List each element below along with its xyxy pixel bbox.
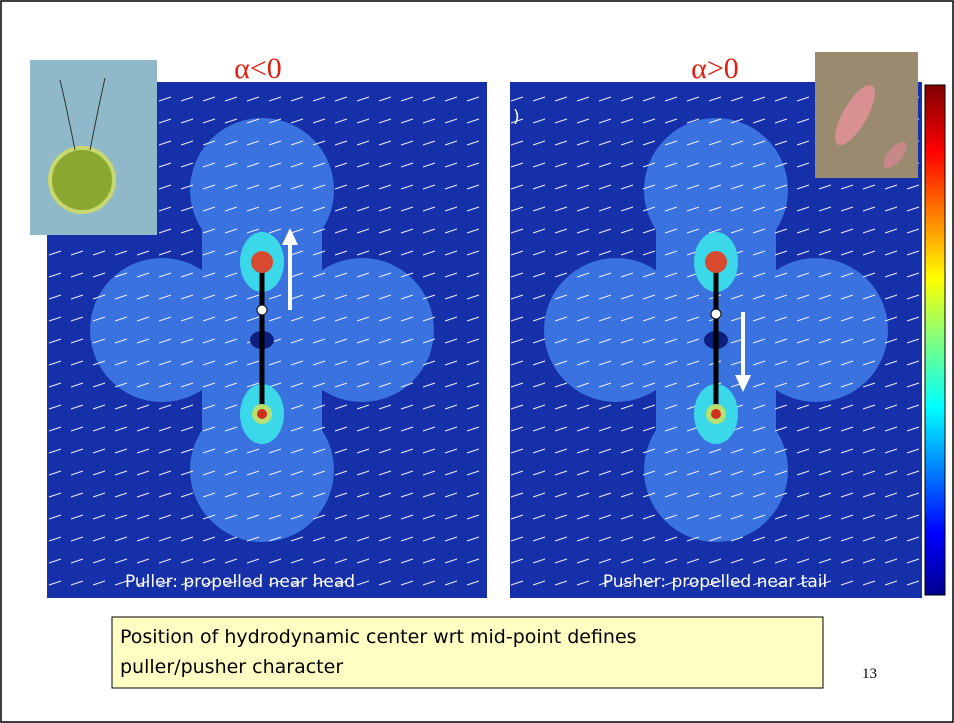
note-line: puller/pusher character	[120, 656, 343, 678]
color-bar	[925, 85, 945, 595]
panel-caption: Pusher: propelled near tail	[603, 572, 827, 592]
panel-caption: Puller: propelled near head	[125, 572, 355, 592]
page-number: 13	[862, 666, 877, 682]
slide: α<0 Puller: propelled near head ) α>0 Pu…	[0, 0, 954, 723]
note-line: Position of hydrodynamic center wrt mid-…	[120, 626, 637, 648]
panel-right: ) α>0 Pusher: propelled near tail	[510, 52, 922, 598]
panel-title: α>0	[691, 52, 739, 85]
panel-title: α<0	[234, 52, 282, 85]
panel-left: α<0 Puller: propelled near head	[30, 52, 487, 598]
text-fragment: )	[513, 107, 520, 127]
